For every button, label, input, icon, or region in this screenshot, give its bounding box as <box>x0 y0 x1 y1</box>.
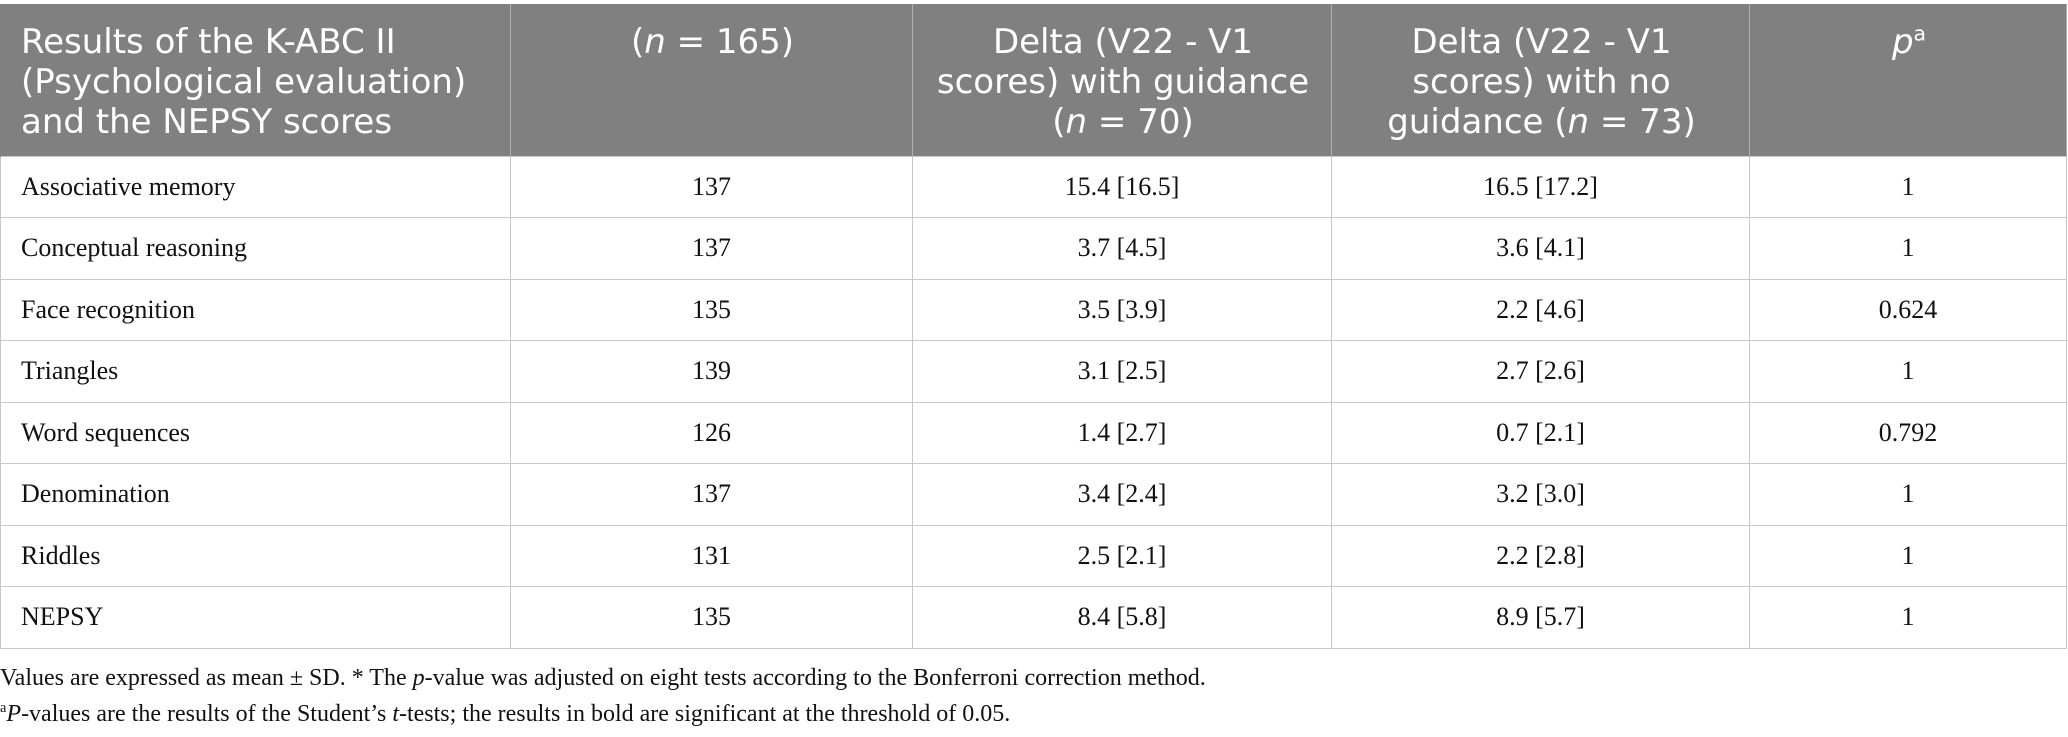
row-with-guidance: 2.5 [2.1] <box>912 524 1332 587</box>
row-label: Conceptual reasoning <box>0 217 511 280</box>
row-with-guidance: 15.4 [16.5] <box>912 155 1332 218</box>
row-n: 135 <box>510 586 913 649</box>
row-p-value: 1 <box>1749 463 2067 526</box>
results-table: Results of the K-ABC II (Psychological e… <box>0 4 2067 649</box>
row-p-value: 1 <box>1749 155 2067 218</box>
results-table-container: Results of the K-ABC II (Psychological e… <box>0 4 2067 649</box>
row-p-value: 1 <box>1749 524 2067 587</box>
table-row: Riddles 131 2.5 [2.1] 2.2 [2.8] 1 <box>0 524 2067 587</box>
header-with-guidance-text: Delta (V22 - V1 scores) with guidance ( <box>936 22 1310 142</box>
header-with-guidance: Delta (V22 - V1 scores) with guidance (n… <box>912 4 1332 156</box>
row-n: 137 <box>510 217 913 280</box>
table-row: Word sequences 126 1.4 [2.7] 0.7 [2.1] 0… <box>0 401 2067 464</box>
footnote-pvalues-P: P <box>6 701 22 727</box>
table-row: Face recognition 135 3.5 [3.9] 2.2 [4.6]… <box>0 278 2067 341</box>
row-p-value: 0.792 <box>1749 401 2067 464</box>
row-with-guidance: 8.4 [5.8] <box>912 586 1332 649</box>
footnote-values: Values are expressed as mean ± SD. * The… <box>0 660 1206 696</box>
row-n: 135 <box>510 278 913 341</box>
row-label: Denomination <box>0 463 511 526</box>
footnote-values-text-a: Values are expressed as mean ± SD. * The <box>0 665 413 691</box>
header-n-total: (n = 165) <box>510 4 913 156</box>
header-no-guidance: Delta (V22 - V1 scores) with no guidance… <box>1331 4 1750 156</box>
row-with-guidance: 3.1 [2.5] <box>912 340 1332 403</box>
row-no-guidance: 8.9 [5.7] <box>1331 586 1750 649</box>
row-no-guidance: 2.7 [2.6] <box>1331 340 1750 403</box>
row-n: 137 <box>510 155 913 218</box>
table-row: Denomination 137 3.4 [2.4] 3.2 [3.0] 1 <box>0 463 2067 526</box>
row-p-value: 1 <box>1749 217 2067 280</box>
row-no-guidance: 2.2 [4.6] <box>1331 278 1750 341</box>
row-no-guidance: 0.7 [2.1] <box>1331 401 1750 464</box>
header-p-value-sup: a <box>1913 21 1927 46</box>
row-no-guidance: 16.5 [17.2] <box>1331 155 1750 218</box>
table-header: Results of the K-ABC II (Psychological e… <box>0 4 2067 156</box>
row-no-guidance: 3.2 [3.0] <box>1331 463 1750 526</box>
row-with-guidance: 3.5 [3.9] <box>912 278 1332 341</box>
table-row: Conceptual reasoning 137 3.7 [4.5] 3.6 [… <box>0 217 2067 280</box>
header-n-total-close: = 165) <box>665 22 795 62</box>
row-label: NEPSY <box>0 586 511 649</box>
table-footnotes: Values are expressed as mean ± SD. * The… <box>0 660 1206 732</box>
row-p-value: 1 <box>1749 586 2067 649</box>
header-no-guidance-close: = 73) <box>1589 102 1696 142</box>
row-p-value: 0.624 <box>1749 278 2067 341</box>
header-with-guidance-n: n <box>1065 102 1088 142</box>
row-no-guidance: 3.6 [4.1] <box>1331 217 1750 280</box>
row-n: 137 <box>510 463 913 526</box>
footnote-values-text-b: -value was adjusted on eight tests accor… <box>424 665 1206 691</box>
header-p-value: pa <box>1749 4 2067 156</box>
table-body: Associative memory 137 15.4 [16.5] 16.5 … <box>0 155 2067 649</box>
header-test-name-text: Results of the K-ABC II (Psychological e… <box>21 22 467 142</box>
row-n: 131 <box>510 524 913 587</box>
header-n-total-n: n <box>644 22 666 62</box>
footnote-pvalues-sup: a <box>0 700 7 716</box>
row-with-guidance: 3.4 [2.4] <box>912 463 1332 526</box>
header-p-value-p: p <box>1891 22 1914 62</box>
row-with-guidance: 3.7 [4.5] <box>912 217 1332 280</box>
row-p-value: 1 <box>1749 340 2067 403</box>
footnote-pvalues-text-a: -values are the results of the Student’s <box>21 701 393 727</box>
row-label: Riddles <box>0 524 511 587</box>
row-with-guidance: 1.4 [2.7] <box>912 401 1332 464</box>
footnote-pvalues: aP-values are the results of the Student… <box>0 696 1206 732</box>
header-no-guidance-n: n <box>1567 102 1590 142</box>
row-n: 126 <box>510 401 913 464</box>
table-row: Triangles 139 3.1 [2.5] 2.7 [2.6] 1 <box>0 340 2067 403</box>
footnote-pvalues-text-b: -tests; the results in bold are signific… <box>398 701 1011 727</box>
table-row: NEPSY 135 8.4 [5.8] 8.9 [5.7] 1 <box>0 586 2067 649</box>
row-no-guidance: 2.2 [2.8] <box>1331 524 1750 587</box>
row-label: Face recognition <box>0 278 511 341</box>
table-row: Associative memory 137 15.4 [16.5] 16.5 … <box>0 155 2067 218</box>
row-label: Associative memory <box>0 155 511 218</box>
row-n: 139 <box>510 340 913 403</box>
footnote-pvalues-t: t <box>392 701 399 727</box>
header-n-total-open: ( <box>630 22 645 62</box>
row-label: Word sequences <box>0 401 511 464</box>
header-with-guidance-close: = 70) <box>1087 102 1194 142</box>
row-label: Triangles <box>0 340 511 403</box>
header-no-guidance-text: Delta (V22 - V1 scores) with no guidance… <box>1387 22 1672 142</box>
header-row: Results of the K-ABC II (Psychological e… <box>0 4 2067 156</box>
header-test-name: Results of the K-ABC II (Psychological e… <box>0 4 511 156</box>
footnote-values-p: p <box>412 665 425 691</box>
